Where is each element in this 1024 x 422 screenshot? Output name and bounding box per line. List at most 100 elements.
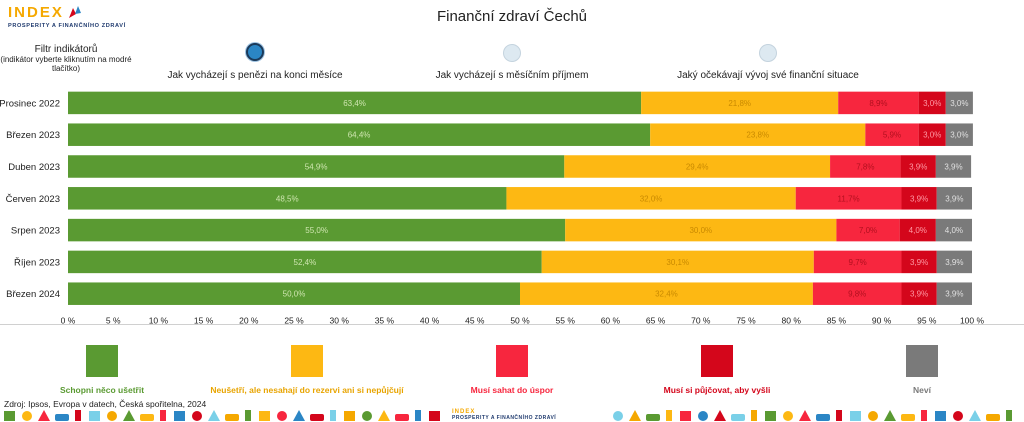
x-tick-label: 60 % <box>601 316 621 324</box>
data-label: 30,0% <box>689 226 712 235</box>
decorative-shape-icon <box>123 410 135 421</box>
data-label: 3,0% <box>950 99 968 108</box>
filter-hint: (indikátor vyberte kliknutím na modré tl… <box>0 55 132 73</box>
x-tick-label: 65 % <box>646 316 666 324</box>
decorative-shape-icon <box>4 411 15 421</box>
bar-segment <box>565 218 837 242</box>
decorative-shape-icon <box>714 410 726 421</box>
bar-segment <box>901 282 937 305</box>
bar-segment <box>520 282 813 305</box>
filter-radio-expected-development[interactable] <box>759 44 777 62</box>
filter-radio-end-of-month[interactable] <box>246 43 264 61</box>
y-axis-label: Srpen 2023 <box>11 226 60 237</box>
decorative-shape-icon <box>1006 410 1012 421</box>
bar-segment <box>564 155 831 178</box>
data-label: 7,8% <box>856 163 874 172</box>
decorative-shape-icon <box>884 410 896 421</box>
bar-segment <box>918 123 946 146</box>
legend-label-not-saving: Neušetří, ale nesahají do rezervi ani si… <box>210 385 404 395</box>
decorative-shape-icon <box>38 410 50 421</box>
decorative-shape-icon <box>192 411 202 421</box>
data-label: 50,0% <box>283 290 306 299</box>
data-label: 3,9% <box>944 163 962 172</box>
x-tick-label: 25 % <box>284 316 304 324</box>
decorative-shape-icon <box>783 411 793 421</box>
legend-label-using-savings: Musí sahat do úspor <box>470 385 554 395</box>
decorative-shape-icon <box>921 410 927 421</box>
data-label: 54,9% <box>305 163 328 172</box>
y-axis-label: Březen 2024 <box>6 289 60 300</box>
bar-segment <box>838 91 919 115</box>
x-tick-label: 80 % <box>782 316 802 324</box>
data-label: 3,9% <box>910 194 928 203</box>
data-label: 21,8% <box>728 99 751 108</box>
stacked-bar-chart: Prosinec 2022 63,4% 21,8% 8,9% 3,0% 3,0% Březe… <box>0 91 984 324</box>
bar-segment <box>68 282 520 305</box>
filter-option-monthly-income[interactable]: Jak vycházejí s měsíčním příjmem <box>435 70 589 81</box>
data-label: 5,9% <box>883 131 901 140</box>
decorative-shape-icon <box>901 414 915 421</box>
data-label: 3,9% <box>909 163 927 172</box>
decorative-shape-icon <box>395 414 409 421</box>
bar-segment <box>901 250 937 274</box>
filter-option-end-of-month[interactable]: Jak vycházejí s penězi na konci měsíce <box>167 70 343 81</box>
x-tick-label: 90 % <box>872 316 892 324</box>
decorative-shape-icon <box>953 411 963 421</box>
bar-segment <box>935 218 972 242</box>
legend-swatch-using-savings <box>496 345 528 377</box>
bar-segment <box>936 282 972 305</box>
page-title: Finanční zdraví Čechů <box>436 8 588 25</box>
data-label: 8,9% <box>869 99 887 108</box>
x-tick-label: 50 % <box>510 316 530 324</box>
x-tick-label: 35 % <box>375 316 395 324</box>
x-tick-label: 55 % <box>556 316 576 324</box>
footer-logo: INDEX PROSPERITY A FINANČNÍHO ZDRAVÍ <box>452 409 556 421</box>
filter-option-expected-development[interactable]: Jaký očekávají vývoj své finanční situac… <box>677 70 859 81</box>
data-label: 3,9% <box>945 194 963 203</box>
decorative-shape-icon <box>680 411 691 421</box>
y-axis-label: Říjen 2023 <box>14 257 60 268</box>
decorative-shape-icon <box>75 410 81 421</box>
decorative-shape-icon <box>731 414 745 421</box>
data-label: 7,0% <box>859 226 877 235</box>
bar-segment <box>506 187 796 210</box>
data-label: 64,4% <box>348 131 371 140</box>
bar-segment <box>935 155 972 178</box>
data-label: 11,7% <box>838 194 860 203</box>
bar-segment <box>813 250 902 274</box>
bar-segment <box>68 218 566 242</box>
bar-segment <box>945 91 973 115</box>
decorative-shape-icon <box>378 410 390 421</box>
decorative-shape-icon <box>969 410 981 421</box>
decorative-shape-icon <box>55 414 69 421</box>
y-axis-label: Březen 2023 <box>6 130 60 141</box>
decorative-shape-icon <box>330 410 336 421</box>
x-tick-label: 5 % <box>106 316 121 324</box>
decorative-shape-icon <box>868 411 878 421</box>
data-label: 30,1% <box>666 258 689 267</box>
bar-segment <box>900 155 936 178</box>
x-tick-label: 10 % <box>149 316 169 324</box>
decorative-shape-icon <box>344 411 355 421</box>
filter-radio-monthly-income[interactable] <box>503 44 521 62</box>
legend-label-saving: Schopni něco ušetřit <box>59 385 145 395</box>
bar-segment <box>795 187 902 210</box>
data-label: 4,0% <box>909 226 927 235</box>
x-tick-label: 0 % <box>61 316 76 324</box>
decorative-shape-icon <box>140 414 154 421</box>
decorative-shape-icon <box>174 411 185 421</box>
divider <box>0 324 1024 325</box>
decorative-shape-icon <box>850 411 861 421</box>
legend-label-dont-know: Neví <box>913 385 931 395</box>
index-logo: INDEX PROSPERITY A FINANČNÍHO ZDRAVÍ <box>8 4 148 34</box>
decorative-shape-icon <box>293 410 305 421</box>
decorative-shape-icon <box>816 414 830 421</box>
bar-segment <box>901 187 937 210</box>
decorative-shape-icon <box>259 411 270 421</box>
bar-segment <box>830 155 901 178</box>
x-tick-label: 45 % <box>465 316 485 324</box>
bar-segment <box>899 218 936 242</box>
data-label: 23,8% <box>746 131 769 140</box>
data-label: 3,9% <box>945 258 963 267</box>
decorative-shape-icon <box>89 411 100 421</box>
